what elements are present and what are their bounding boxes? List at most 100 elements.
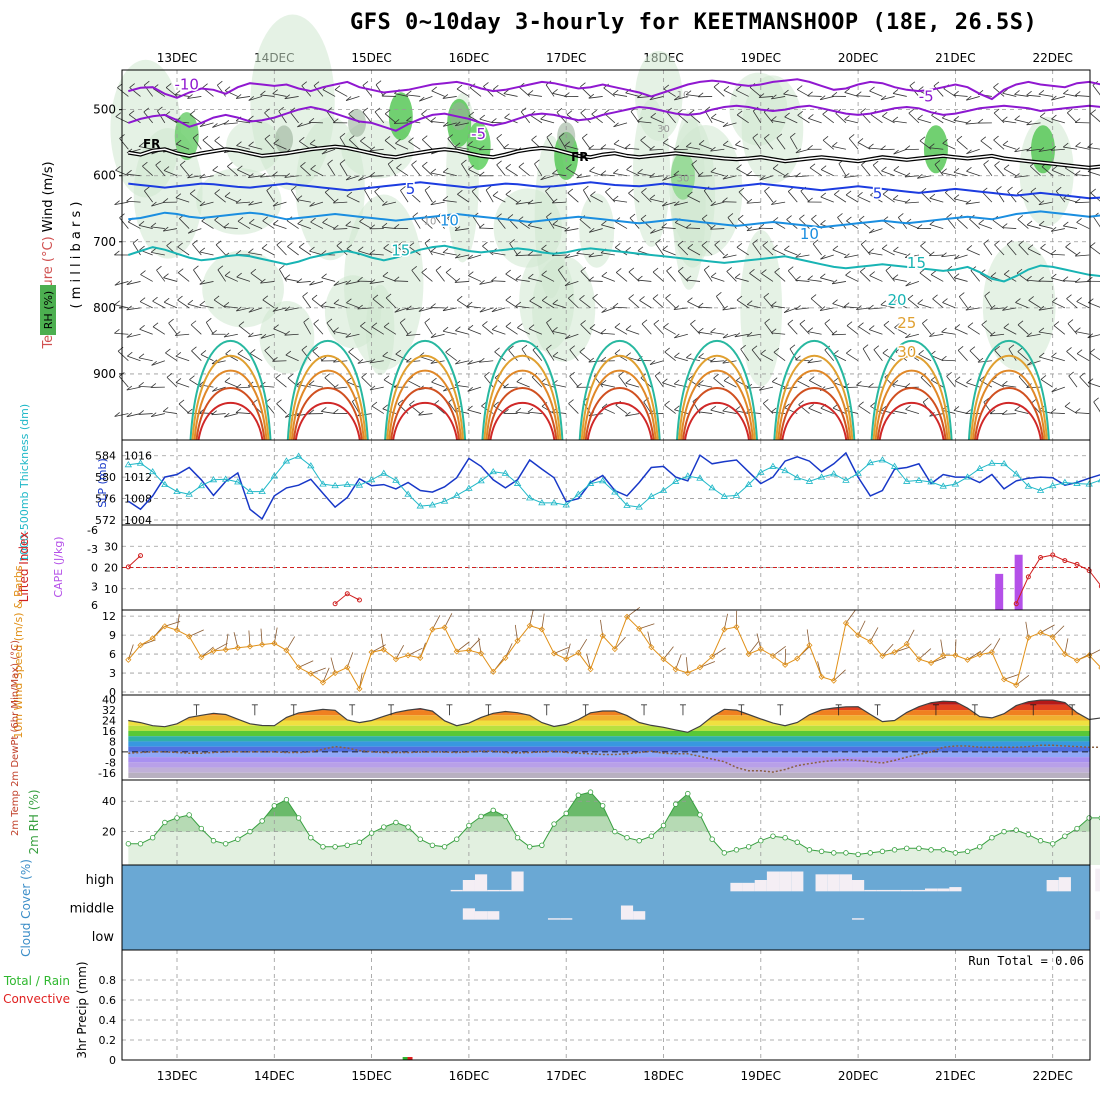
- wind-barb: [847, 326, 858, 335]
- wind-barb-flag: [601, 171, 606, 175]
- wind-barb: [711, 118, 724, 123]
- wind-barb: [1075, 281, 1089, 282]
- wind-barb-flag: [797, 86, 802, 90]
- wind-barb-flag: [947, 214, 952, 218]
- wind-barb: [528, 412, 542, 413]
- rh-point: [1087, 816, 1092, 821]
- wind-barb-flag: [553, 89, 558, 93]
- rh-shading: [983, 241, 1056, 371]
- wind-barb: [836, 113, 846, 123]
- wind-barb: [506, 300, 518, 308]
- wind-barb-flag: [213, 166, 218, 170]
- wind-barb: [1090, 247, 1100, 255]
- wind-barb: [629, 299, 639, 308]
- wind-barb-flag: [788, 320, 793, 324]
- day-label-top: 19DEC: [741, 51, 781, 65]
- day-label-bottom: 17DEC: [546, 1069, 586, 1083]
- wind-barb: [947, 270, 955, 281]
- wind-barb: [431, 251, 445, 255]
- wind-barb-flag: [846, 217, 851, 221]
- wind-barb-flag: [497, 134, 502, 138]
- wind-barb: [837, 217, 845, 228]
- wind-barb-flag: [383, 405, 388, 409]
- wind-barb-flag: [192, 240, 197, 244]
- wind-barb-flag: [1088, 299, 1093, 303]
- wind-barb-flag: [698, 328, 703, 332]
- temp-band: [122, 731, 1090, 736]
- wind-barb: [905, 202, 919, 203]
- wind-barb-flag: [1075, 409, 1080, 413]
- cape-tick-label: 10: [104, 583, 118, 596]
- cloud-bar-middle: [548, 918, 560, 919]
- day-label-top: 20DEC: [838, 51, 878, 65]
- wind-barb: [873, 165, 882, 176]
- cloud-bar-middle: [463, 908, 475, 919]
- rh-point: [211, 838, 216, 843]
- wind-barb: [871, 115, 882, 123]
- wind-barb: [1075, 255, 1089, 256]
- temp-band: [122, 705, 1090, 710]
- wind-barb-flag: [1063, 222, 1068, 226]
- wind-barb-flag: [759, 224, 764, 228]
- wind-barb-flag: [833, 300, 838, 304]
- rh-point: [990, 835, 995, 840]
- isotherm-label: 30: [897, 343, 916, 361]
- precip-ylabel: 3hr Precip (mm): [75, 961, 89, 1058]
- wind-barb: [1077, 302, 1090, 308]
- wind-barb-flag: [870, 272, 875, 276]
- wind-barb-flag: [279, 265, 284, 269]
- wind-barb: [431, 173, 445, 176]
- wind-barb: [1075, 95, 1089, 96]
- wind-barb: [178, 300, 190, 308]
- wind-barb-flag: [918, 300, 923, 304]
- wind-barb-flag: [984, 160, 989, 164]
- wind-barb-flag: [479, 224, 484, 228]
- wind-barb-flag: [698, 303, 703, 307]
- wind-barb-flag: [605, 188, 610, 192]
- wind-barb-flag: [653, 295, 658, 299]
- rh-point: [746, 845, 751, 850]
- wind-barb: [832, 334, 846, 335]
- wind-barb: [287, 247, 298, 255]
- cloud-bar-middle: [560, 918, 572, 919]
- upper-ylabel-part: Wind (m/s): [41, 161, 56, 232]
- wind-barb-flag: [704, 266, 709, 270]
- wind-barb: [615, 637, 626, 649]
- wind-barb-flag: [492, 326, 497, 330]
- wind-barb-flag: [920, 242, 925, 246]
- wind-barb-flag: [665, 348, 670, 352]
- wind-barb: [127, 356, 140, 361]
- wind-barb-flag: [954, 274, 959, 278]
- wind-barb-flag: [376, 81, 381, 85]
- wind-barb: [894, 170, 907, 175]
- wind-barb: [504, 94, 518, 97]
- wind-barb-flag: [1075, 142, 1080, 146]
- day-label-bottom: 14DEC: [254, 1069, 294, 1083]
- wind-barb-flag: [534, 160, 539, 164]
- wind-barb: [954, 410, 968, 413]
- wind-barb-flag: [808, 114, 813, 118]
- wind-barb: [321, 411, 335, 413]
- wind-barb: [506, 326, 518, 334]
- rh-point: [394, 820, 399, 825]
- wind-barb: [589, 171, 602, 176]
- wind-barb-flag: [844, 303, 849, 307]
- day-label-bottom: 21DEC: [935, 1069, 975, 1083]
- cloud-ylabel-text: Cloud Cover (%): [19, 859, 33, 957]
- wind-barb-flag: [823, 136, 828, 140]
- wind-barb-flag: [164, 274, 169, 278]
- wind-barb: [114, 333, 128, 334]
- wind-barb-flag: [699, 353, 704, 357]
- rh-point: [126, 841, 131, 846]
- wind-barb-flag: [735, 141, 740, 145]
- wind-barb-flag: [637, 276, 642, 280]
- wind-barb-flag: [153, 297, 158, 301]
- wind-barb-flag: [690, 320, 695, 324]
- wind-barb: [795, 280, 809, 281]
- wind-barb: [616, 272, 627, 281]
- wind-barb-flag: [225, 87, 230, 91]
- isotherm-label: 15: [391, 241, 410, 259]
- cloud-bar-middle: [852, 918, 864, 919]
